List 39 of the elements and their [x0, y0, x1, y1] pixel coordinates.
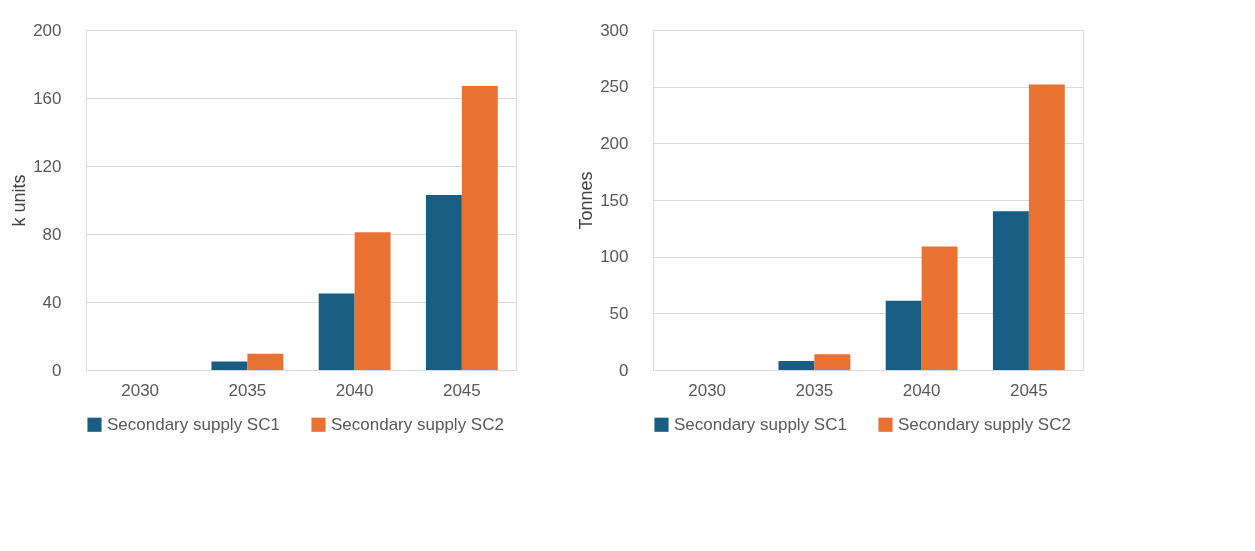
x-tick-label: 2035: [228, 380, 267, 400]
bar: [778, 360, 815, 370]
y-tick-label: 200: [600, 133, 629, 153]
bar: [461, 86, 498, 370]
y-tick-label: 250: [600, 77, 629, 97]
legend-label: Secondary supply SC2: [331, 414, 504, 434]
y-tick-label: 0: [619, 360, 629, 380]
y-tick-label: 200: [33, 20, 62, 40]
y-tick-label: 100: [600, 247, 629, 267]
y-tick-label: 120: [33, 156, 62, 176]
legend-label: Secondary supply SC2: [898, 414, 1071, 434]
x-tick-label: 2045: [1009, 380, 1048, 400]
bar: [425, 194, 462, 370]
bar: [1028, 84, 1065, 370]
bar: [921, 246, 958, 370]
y-axis-title: Tonnes: [576, 171, 597, 230]
y-tick-label: 300: [600, 20, 629, 40]
bar: [211, 361, 248, 370]
x-tick-label: 2030: [121, 380, 160, 400]
legend-label: Secondary supply SC1: [674, 414, 847, 434]
y-tick-label: 80: [42, 224, 62, 244]
x-tick-label: 2040: [902, 380, 941, 400]
x-tick-label: 2045: [442, 380, 481, 400]
bar: [885, 300, 922, 370]
y-axis-title: k units: [9, 174, 30, 227]
bar: [354, 232, 391, 370]
y-tick-label: 50: [609, 303, 629, 323]
bar: [247, 353, 284, 370]
y-tick-label: 0: [52, 360, 62, 380]
y-tick-label: 150: [600, 190, 629, 210]
bar: [318, 293, 355, 370]
bar: [814, 354, 851, 370]
x-tick-label: 2035: [795, 380, 834, 400]
y-tick-label: 40: [42, 292, 62, 312]
legend-label: Secondary supply SC1: [107, 414, 280, 434]
bar: [992, 211, 1029, 370]
x-tick-label: 2040: [335, 380, 374, 400]
y-tick-label: 160: [33, 88, 62, 108]
x-tick-label: 2030: [688, 380, 727, 400]
